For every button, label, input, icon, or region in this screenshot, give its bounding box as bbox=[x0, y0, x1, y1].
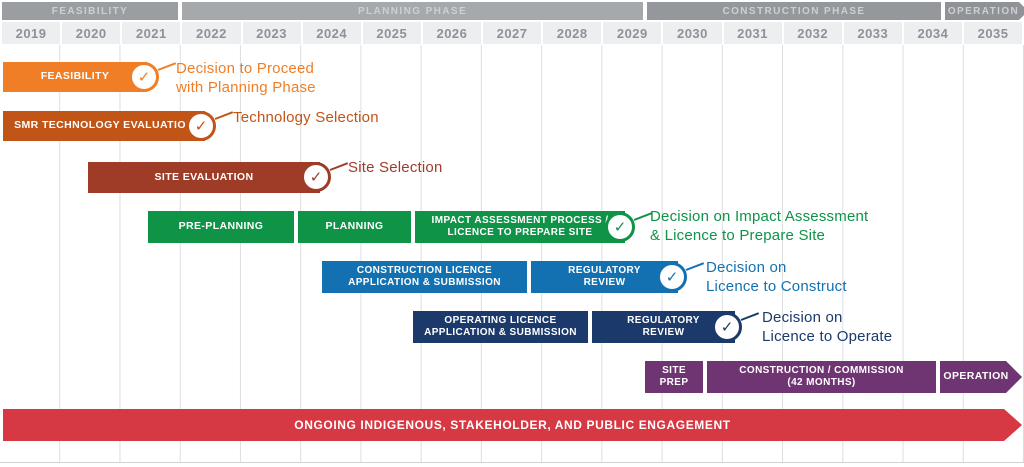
check-icon: ✓ bbox=[301, 162, 331, 192]
phase-band-construction: CONSTRUCTION PHASE bbox=[647, 2, 941, 20]
year-label: 2020 bbox=[62, 22, 121, 44]
bar-planning: PLANNING bbox=[298, 211, 411, 243]
check-icon: ✓ bbox=[129, 62, 159, 92]
year-label: 2026 bbox=[422, 22, 481, 44]
phase-band-planning: PLANNING PHASE bbox=[182, 2, 643, 20]
bar-construction-commission: CONSTRUCTION / COMMISSION (42 MONTHS) bbox=[707, 361, 936, 393]
year-label: 2022 bbox=[182, 22, 241, 44]
year-label: 2029 bbox=[603, 22, 662, 44]
bar-regulatory-review-construct: REGULATORY REVIEW bbox=[531, 261, 678, 293]
year-label: 2028 bbox=[543, 22, 602, 44]
year-label: 2019 bbox=[2, 22, 61, 44]
check-icon: ✓ bbox=[657, 262, 687, 292]
plot-area bbox=[0, 45, 1024, 463]
bar-pre-planning: PRE-PLANNING bbox=[148, 211, 294, 243]
year-label: 2024 bbox=[302, 22, 361, 44]
year-label: 2031 bbox=[723, 22, 782, 44]
milestone-label-technology-selection: Technology Selection bbox=[233, 109, 379, 126]
phase-band-operation: OPERATION bbox=[945, 2, 1024, 20]
bar-operation: OPERATION bbox=[940, 361, 1022, 393]
year-label: 2032 bbox=[783, 22, 842, 44]
bar-site-prep: SITE PREP bbox=[645, 361, 703, 393]
milestone-label-construct-decision: Decision on Licence to Construct bbox=[706, 259, 847, 295]
bar-operating-licence-application: OPERATING LICENCE APPLICATION & SUBMISSI… bbox=[413, 311, 588, 343]
year-label: 2033 bbox=[843, 22, 902, 44]
year-label: 2021 bbox=[122, 22, 181, 44]
phase-band-feasibility: FEASIBILITY bbox=[2, 2, 178, 20]
year-label: 2030 bbox=[663, 22, 722, 44]
year-axis: 2019 2020 2021 2022 2023 2024 2025 2026 … bbox=[2, 22, 1023, 44]
milestone-label-site-selection: Site Selection bbox=[348, 159, 443, 176]
bar-smr-technology-evaluation: SMR TECHNOLOGY EVALUATION bbox=[3, 111, 205, 141]
year-label: 2027 bbox=[483, 22, 542, 44]
year-label: 2023 bbox=[242, 22, 301, 44]
milestone-label-planning-decision: Decision to Proceed with Planning Phase bbox=[176, 60, 316, 96]
bar-ongoing-engagement: ONGOING INDIGENOUS, STAKEHOLDER, AND PUB… bbox=[3, 409, 1022, 441]
milestone-label-impact-decision: Decision on Impact Assessment & Licence t… bbox=[650, 208, 869, 244]
check-icon: ✓ bbox=[712, 312, 742, 342]
bar-impact-assessment: IMPACT ASSESSMENT PROCESS / LICENCE TO P… bbox=[415, 211, 625, 243]
bar-construction-licence-application: CONSTRUCTION LICENCE APPLICATION & SUBMI… bbox=[322, 261, 527, 293]
year-label: 2035 bbox=[964, 22, 1023, 44]
year-label: 2025 bbox=[362, 22, 421, 44]
bar-regulatory-review-operate: REGULATORY REVIEW bbox=[592, 311, 735, 343]
check-icon: ✓ bbox=[186, 111, 216, 141]
check-icon: ✓ bbox=[605, 212, 635, 242]
milestone-label-operate-decision: Decision on Licence to Operate bbox=[762, 309, 893, 345]
bar-site-evaluation: SITE EVALUATION bbox=[88, 162, 320, 193]
year-label: 2034 bbox=[903, 22, 962, 44]
bar-feasibility: FEASIBILITY bbox=[3, 62, 147, 92]
